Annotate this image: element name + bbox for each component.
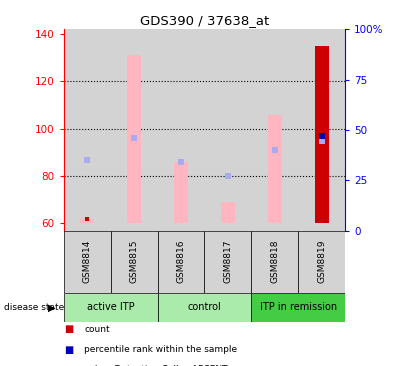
Bar bbox=[157, 293, 252, 322]
Bar bbox=[298, 231, 345, 293]
Bar bbox=[252, 231, 298, 293]
Bar bbox=[174, 162, 188, 224]
Bar bbox=[268, 115, 282, 224]
Text: GSM8814: GSM8814 bbox=[83, 240, 92, 283]
Bar bbox=[64, 231, 111, 293]
Text: count: count bbox=[84, 325, 110, 334]
Bar bbox=[64, 29, 111, 231]
Bar bbox=[252, 293, 345, 322]
Text: GSM8818: GSM8818 bbox=[270, 240, 279, 283]
Bar bbox=[298, 29, 345, 231]
Text: GSM8815: GSM8815 bbox=[129, 240, 139, 283]
Bar bbox=[111, 29, 157, 231]
Bar bbox=[80, 219, 94, 224]
Text: ITP in remission: ITP in remission bbox=[260, 302, 337, 313]
Text: ■: ■ bbox=[64, 365, 73, 366]
Bar bbox=[111, 231, 157, 293]
Bar bbox=[205, 231, 252, 293]
Title: GDS390 / 37638_at: GDS390 / 37638_at bbox=[140, 14, 269, 27]
Text: GSM8819: GSM8819 bbox=[317, 240, 326, 283]
Text: active ITP: active ITP bbox=[87, 302, 134, 313]
Text: percentile rank within the sample: percentile rank within the sample bbox=[84, 345, 238, 354]
Bar bbox=[205, 29, 252, 231]
Bar bbox=[157, 29, 205, 231]
Text: value, Detection Call = ABSENT: value, Detection Call = ABSENT bbox=[84, 365, 228, 366]
Text: GSM8817: GSM8817 bbox=[224, 240, 233, 283]
Text: GSM8816: GSM8816 bbox=[176, 240, 185, 283]
Bar bbox=[127, 55, 141, 224]
Bar bbox=[157, 231, 205, 293]
Bar bbox=[221, 202, 235, 224]
Text: ■: ■ bbox=[64, 344, 73, 355]
Bar bbox=[315, 46, 329, 224]
Bar bbox=[64, 293, 157, 322]
Text: disease state: disease state bbox=[4, 303, 65, 312]
Text: control: control bbox=[187, 302, 222, 313]
Text: ■: ■ bbox=[64, 324, 73, 335]
Bar bbox=[252, 29, 298, 231]
Text: ▶: ▶ bbox=[48, 302, 55, 313]
